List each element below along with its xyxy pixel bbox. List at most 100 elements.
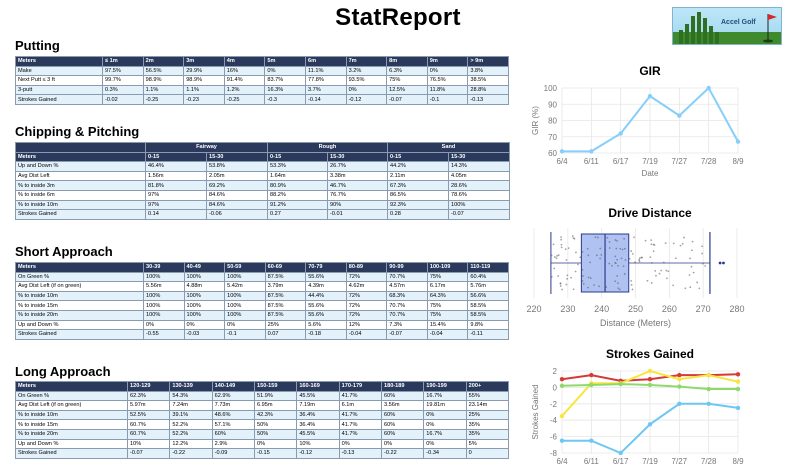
column-header: 170-179 [338, 381, 382, 392]
table-cell: 45.5% [296, 428, 340, 440]
sample-point [640, 256, 643, 259]
brand-title: StatReport [335, 4, 461, 31]
table-cell: 72% [345, 290, 388, 302]
sample-point [651, 262, 653, 264]
x-tick-label: 6/17 [613, 457, 629, 466]
table-cell: 1.1% [142, 84, 185, 96]
table-cell: 25% [465, 409, 510, 421]
long-approach-heading: Long Approach [15, 364, 111, 379]
table-row: Up and Down % 10% 12.2% 2.9% 0% 10% 0% 0% 0% 5% [15, 438, 510, 450]
sample-point [653, 244, 656, 247]
table-cell: -0.23 [183, 94, 225, 105]
sample-point [615, 247, 618, 250]
x-tick-label: 6/4 [556, 457, 568, 466]
table-cell: -0.07 [126, 448, 171, 459]
data-point [647, 368, 653, 374]
sample-point [599, 247, 602, 250]
column-header: Meters [15, 56, 103, 67]
sample-point [623, 273, 626, 275]
sample-point [689, 286, 692, 289]
sample-point [690, 265, 693, 268]
table-cell: 51.9% [253, 390, 298, 402]
strokes-gained-chart-title: Strokes Gained [605, 347, 695, 361]
putting-heading: Putting [15, 38, 60, 53]
table-cell: 26.7% [327, 161, 388, 172]
column-header: > 9m [467, 56, 509, 67]
table-cell: 92.3% [387, 199, 449, 211]
sample-point [608, 247, 611, 249]
table-cell: -0.55 [143, 329, 185, 340]
drive-distance-chart: 220 230 240 250 260 270 280 Distance (Meters) [526, 228, 745, 328]
row-label: % to inside 10m [15, 409, 128, 421]
sample-point [614, 280, 617, 283]
table-cell: 60% [380, 428, 425, 440]
sample-point [608, 240, 611, 243]
column-header: 0-15 [387, 151, 449, 163]
table-cell: 52.5% [126, 409, 171, 421]
table-cell: 5.56m [143, 281, 185, 292]
sample-point [666, 277, 668, 280]
table-cell: 72% [345, 300, 388, 311]
y-tick-label: 0 [553, 383, 558, 392]
y-axis-label: GIR (%) [531, 106, 540, 135]
y-tick-label: 80 [548, 117, 557, 126]
table-cell: -0.01 [327, 209, 388, 220]
sample-point [594, 236, 597, 239]
table-cell: 4.88m [183, 281, 226, 292]
table-cell: 56.6% [467, 290, 509, 302]
table-cell: 100% [224, 290, 266, 302]
table-cell: 50% [253, 419, 298, 430]
table-cell: 4.57m [386, 281, 428, 292]
table-row: 3-putt 0.3% 1.1% 1.1% 1.2% 16.3% 3.7% 0% 12.5% 11… [15, 84, 509, 96]
row-label: % to inside 20m [15, 428, 128, 440]
sample-point [574, 270, 577, 273]
x-tick-label: 7/28 [701, 157, 717, 166]
x-tick-label: 220 [526, 304, 541, 314]
table-cell: 55% [465, 390, 510, 402]
table-cell: 76.7% [327, 189, 388, 201]
sample-point [550, 275, 553, 278]
data-point [706, 85, 711, 91]
table-cell: 11.8% [426, 84, 469, 96]
table-cell: 0% [264, 65, 306, 77]
table-cell: 0 [465, 448, 510, 459]
sample-point [674, 257, 677, 260]
sample-point [554, 256, 556, 258]
table-cell: 97% [145, 189, 207, 201]
table-row: % to inside 3m 81.8% 69.2% 80.9% 46.7% 67.3% 2… [15, 180, 510, 191]
sample-point [577, 263, 579, 266]
table-cell: 7.24m [169, 400, 213, 411]
sample-point [611, 264, 613, 267]
column-header: 120-129 [126, 381, 171, 392]
sample-point [654, 270, 657, 272]
column-header: 90-99 [386, 262, 428, 273]
table-cell: 100% [183, 271, 226, 283]
table-cell: 97.5% [102, 65, 144, 77]
table-cell: 10% [126, 438, 171, 450]
data-point [559, 383, 565, 388]
sample-point [620, 257, 623, 260]
x-tick-label: 6/17 [613, 157, 629, 166]
row-label: Make [15, 65, 103, 77]
table-cell: 100% [143, 290, 185, 302]
sample-point [701, 252, 704, 255]
sample-point [560, 243, 563, 246]
sample-point [572, 237, 575, 239]
table-cell: 4.62m [345, 281, 388, 292]
logo-text: Accel Golf [721, 19, 756, 26]
column-header: 9m [426, 56, 469, 67]
x-tick-label: 260 [662, 304, 677, 314]
table-cell: 42.3% [253, 409, 298, 421]
column-header: 50-59 [224, 262, 266, 273]
table-cell: 3.7% [304, 84, 347, 96]
table-cell: 70.7% [386, 300, 428, 311]
sample-point [664, 242, 667, 245]
sample-point [614, 261, 616, 264]
table-cell: 29.9% [183, 65, 225, 77]
data-point [647, 93, 653, 99]
table-cell: 0.14 [145, 209, 207, 220]
x-tick-label: 8/9 [732, 457, 744, 466]
table-cell: 4.39m [305, 281, 347, 292]
table-cell: 62.3% [126, 390, 171, 402]
table-cell: 36.4% [296, 409, 340, 421]
